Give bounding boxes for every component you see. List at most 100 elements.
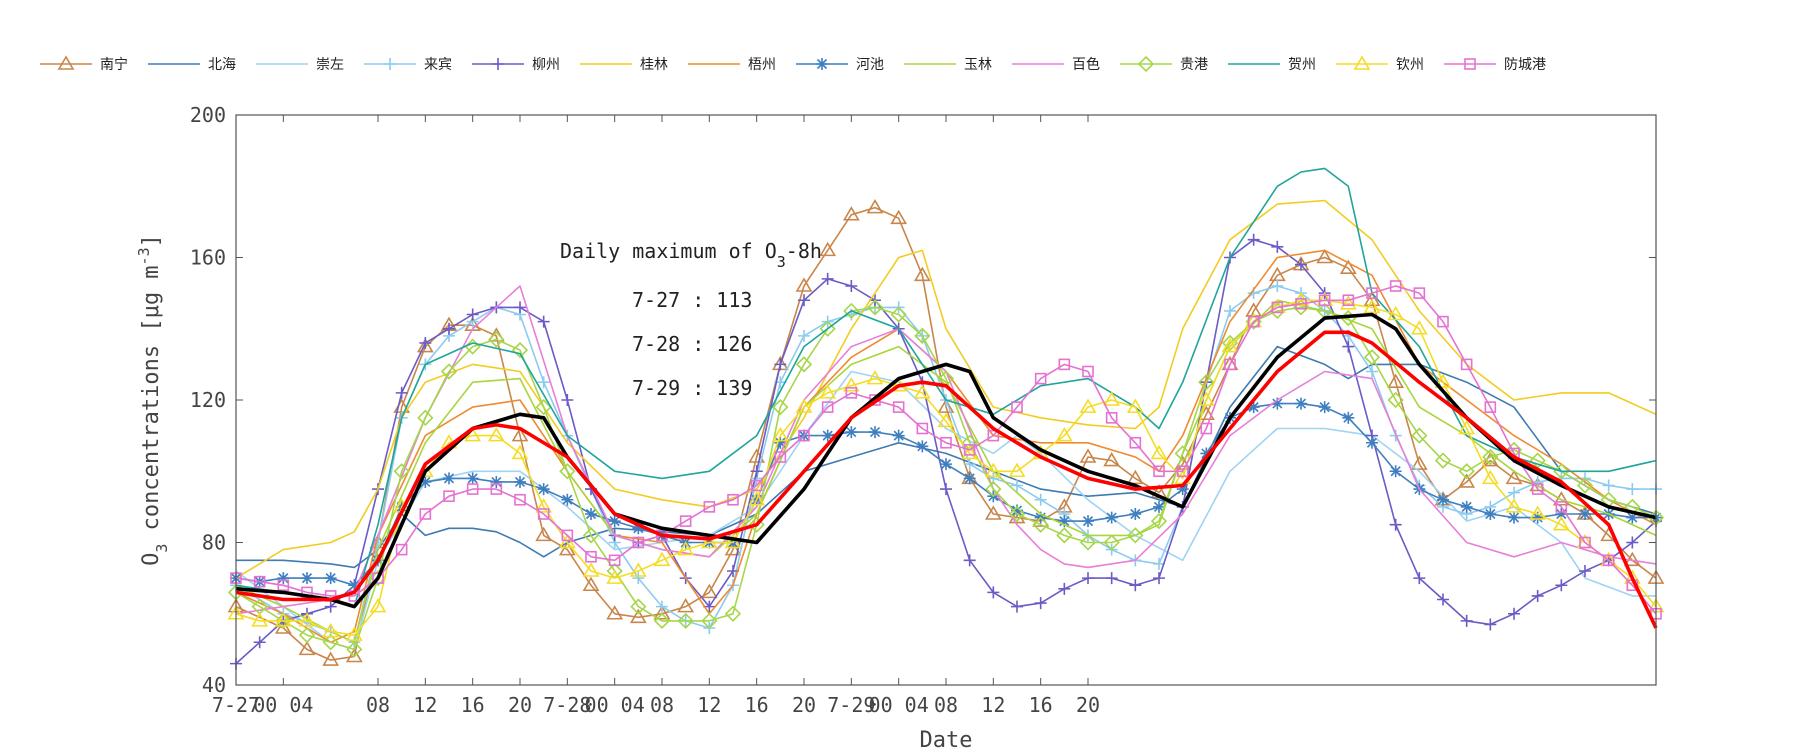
data-point	[1103, 534, 1120, 551]
series-layer	[227, 167, 1665, 670]
data-point	[1174, 445, 1191, 462]
data-point	[1531, 483, 1544, 495]
data-point	[700, 533, 718, 549]
y-tick-label: 80	[202, 531, 226, 555]
data-point	[724, 541, 742, 556]
legend-label: 贺州	[1288, 57, 1316, 73]
legend-label: 北海	[208, 57, 236, 73]
x-tick-label: 12	[981, 693, 1005, 717]
legend-swatch-marker	[384, 58, 396, 70]
legend-label: 贵港	[1180, 57, 1208, 73]
data-point	[1366, 436, 1378, 449]
x-tick-label: 20	[792, 693, 816, 717]
data-point	[940, 458, 952, 471]
data-point	[1387, 391, 1404, 409]
data-point	[561, 493, 574, 506]
data-point	[558, 541, 576, 556]
legend-swatch-marker	[1353, 55, 1371, 70]
data-point	[298, 640, 316, 656]
data-point	[277, 579, 290, 592]
data-point	[608, 554, 621, 567]
data-point	[490, 483, 503, 495]
data-point	[322, 651, 340, 666]
data-point	[1200, 447, 1213, 460]
data-point	[724, 605, 742, 622]
data-point	[514, 301, 526, 314]
data-point	[963, 458, 976, 471]
data-point	[443, 322, 455, 335]
data-point	[561, 394, 574, 406]
legend-label: 桂林	[640, 57, 668, 73]
annotation-title: Daily maximum of O3-8h	[560, 239, 822, 271]
data-point	[1434, 373, 1452, 388]
data-point	[987, 586, 1000, 599]
data-point	[464, 427, 482, 442]
data-point	[348, 579, 361, 592]
data-point	[914, 327, 931, 345]
x-tick-label: 16	[1029, 693, 1053, 717]
series-line	[235, 199, 1657, 579]
data-point	[1079, 534, 1097, 551]
legend-entry: 梧州	[688, 57, 776, 73]
data-point	[629, 562, 647, 577]
data-point	[1011, 401, 1023, 413]
series-line	[235, 306, 1657, 651]
legend-entry: 玉林	[904, 57, 992, 73]
annotation-row-1: 7-27 : 113	[632, 288, 752, 312]
data-point	[892, 401, 905, 413]
data-point	[845, 280, 858, 292]
data-point	[1034, 597, 1047, 610]
data-point	[1150, 512, 1168, 530]
data-point	[1058, 515, 1071, 528]
data-point	[771, 427, 789, 442]
y-tick-label: 160	[190, 246, 226, 270]
data-point	[1153, 500, 1165, 513]
data-point	[963, 444, 976, 456]
data-point	[1011, 600, 1023, 613]
data-point	[1271, 397, 1284, 410]
data-point	[1032, 516, 1049, 533]
data-point	[275, 612, 292, 630]
data-point	[937, 398, 955, 413]
data-point	[798, 329, 810, 342]
data-point	[1129, 579, 1142, 592]
data-point	[253, 636, 266, 649]
data-point	[324, 572, 337, 585]
data-point	[819, 384, 837, 399]
data-point	[1271, 240, 1284, 253]
data-point	[961, 444, 979, 460]
y-tick-label: 40	[202, 673, 226, 697]
data-point	[1576, 477, 1594, 494]
data-point	[1082, 572, 1094, 585]
data-point	[1008, 505, 1026, 523]
data-point	[937, 412, 955, 428]
data-point	[724, 533, 742, 549]
legend-entry: 崇左	[256, 57, 344, 73]
data-point	[842, 206, 860, 221]
data-point	[1224, 304, 1236, 317]
data-point	[1623, 569, 1641, 584]
legend-label: 崇左	[316, 57, 344, 73]
data-point	[582, 576, 600, 592]
daily-max-annotation: Daily maximum of O3-8h 7-27 : 113 7-28 :…	[560, 239, 822, 400]
data-point	[677, 612, 694, 630]
data-point	[1508, 486, 1520, 499]
data-point	[819, 320, 836, 337]
data-point	[913, 266, 931, 282]
legend-swatch-marker	[816, 58, 828, 70]
data-point	[511, 427, 529, 442]
data-point	[1105, 412, 1118, 424]
data-point	[582, 562, 600, 577]
legend-entry: 桂林	[580, 57, 668, 73]
series-line	[235, 299, 1657, 636]
data-point	[1056, 527, 1073, 544]
data-point	[301, 572, 313, 585]
data-point	[1366, 287, 1378, 299]
annotation-row-3: 7-29 : 139	[632, 376, 752, 400]
data-point	[1626, 511, 1639, 524]
legend-entry: 防城港	[1444, 57, 1546, 73]
data-point	[1410, 320, 1428, 335]
data-point	[913, 384, 931, 399]
data-point	[632, 572, 645, 585]
data-point	[890, 306, 907, 323]
